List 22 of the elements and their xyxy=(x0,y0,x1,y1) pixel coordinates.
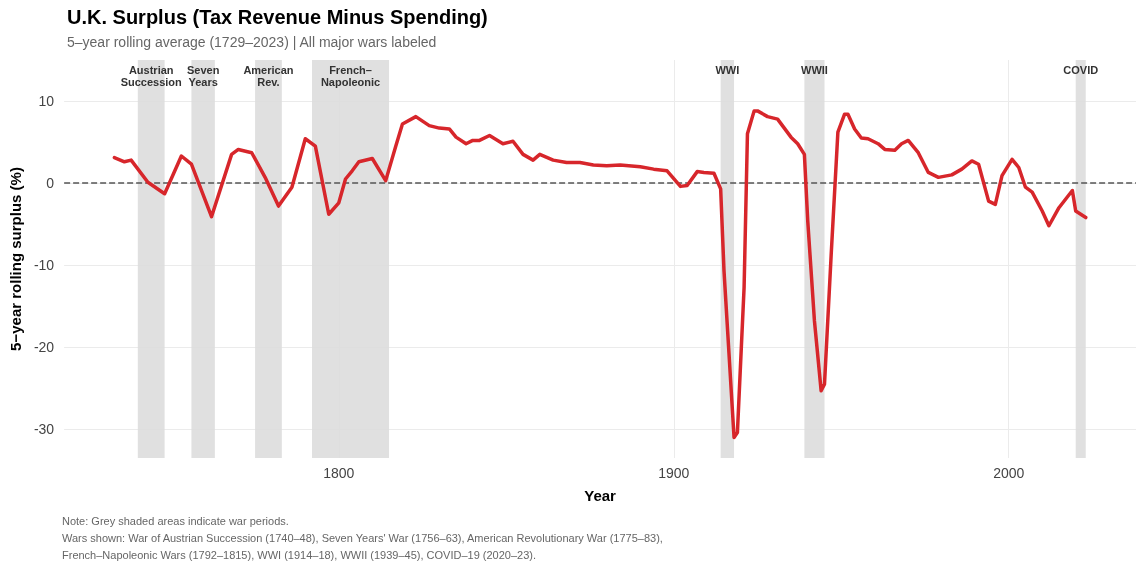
band-label: WWII xyxy=(800,64,828,76)
band-label: Austrian Succession xyxy=(120,64,183,88)
text: Note: Grey shaded areas indicate war periods. xyxy=(62,514,289,527)
text: Wars shown: War of Austrian Succession (1740–48), Seven Years' War (1756–63), American Revolutionary War (1775–83), French–Napoleonic Wars (1792–1815), WWI (1914–18), WWII (1939–45), COVID–19 (2020–23). xyxy=(62,531,663,561)
chart-subtitle: 5–year rolling average (1729–2023) | All major wars labeled xyxy=(67,34,437,50)
band-label: French– Napoleonic xyxy=(320,64,381,88)
y-tick-label: -20 xyxy=(33,339,55,356)
chart-title: U.K. Surplus (Tax Revenue Minus Spending) xyxy=(67,6,488,28)
band-label: Seven Years xyxy=(186,64,220,88)
y-tick-label: 10 xyxy=(38,93,55,110)
y-tick-label: -10 xyxy=(33,257,55,274)
x-tick-label: 1800 xyxy=(323,465,355,481)
band-label: American Rev. xyxy=(243,64,294,88)
band-label: WWI xyxy=(715,64,740,76)
y-axis-title: 5−year rolling surplus (%) xyxy=(7,167,24,351)
x-tick-label: 2000 xyxy=(993,465,1025,481)
x-tick-label: 1900 xyxy=(658,465,690,481)
x-axis-title: Year xyxy=(584,487,617,504)
line-series xyxy=(112,109,1088,440)
band-label: COVID xyxy=(1063,64,1099,76)
y-tick-label: 0 xyxy=(46,175,55,192)
y-tick-label: -30 xyxy=(33,421,55,438)
